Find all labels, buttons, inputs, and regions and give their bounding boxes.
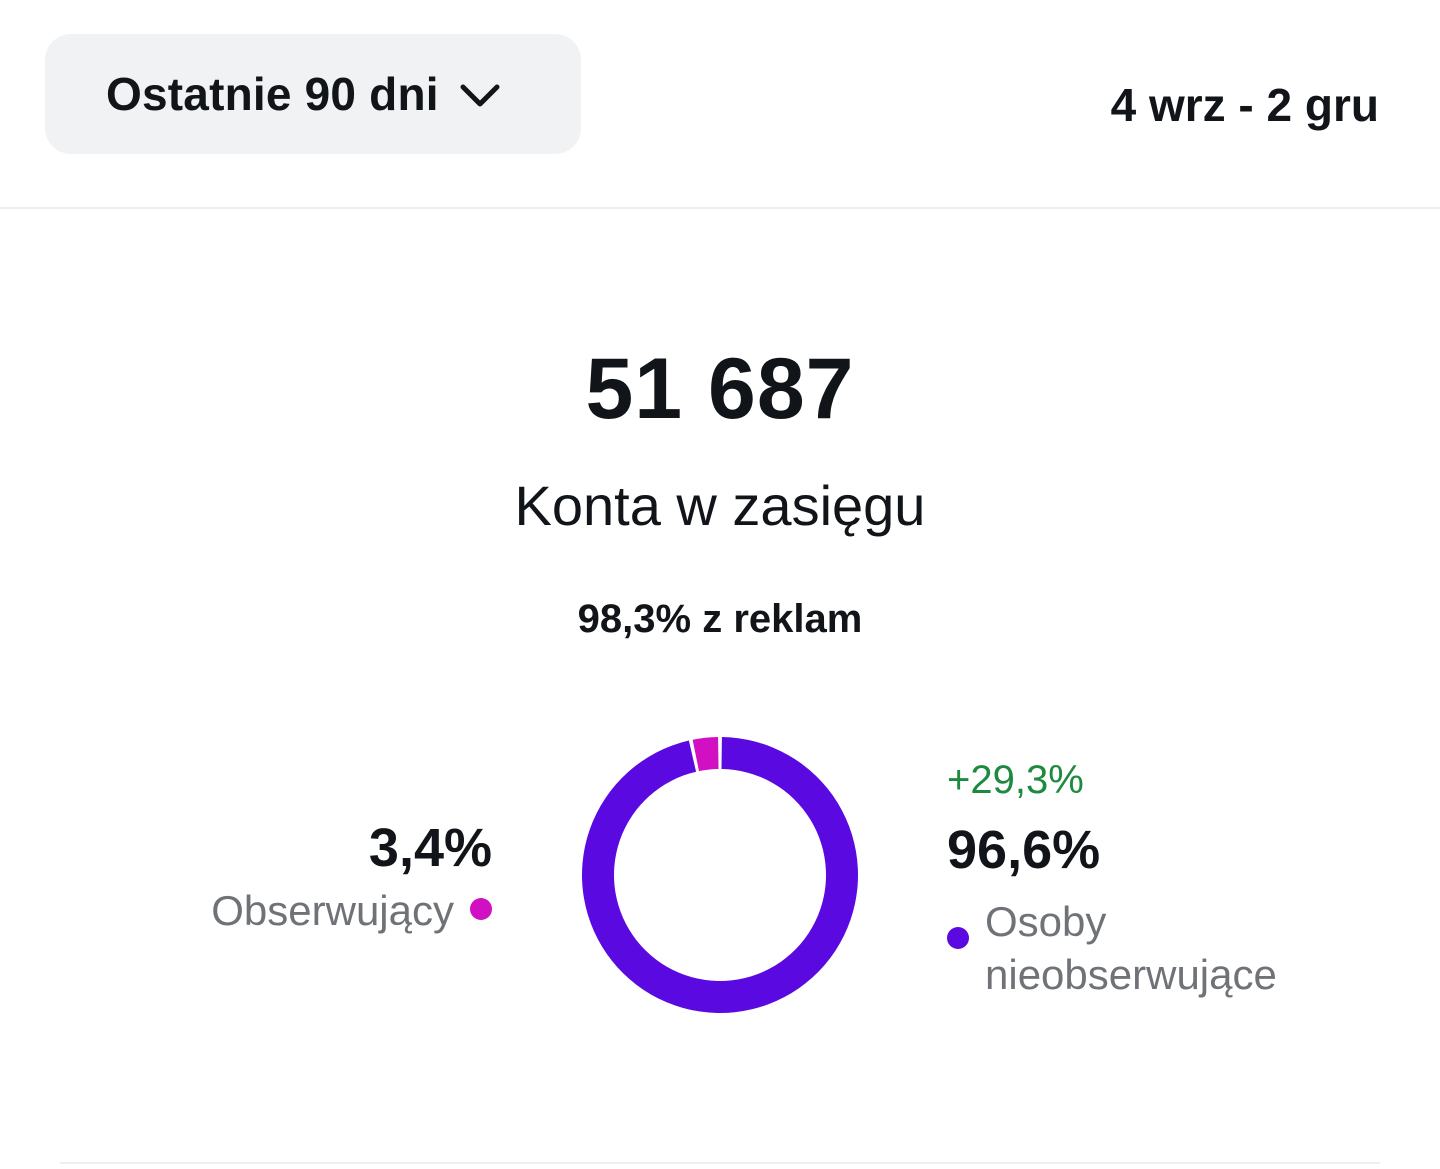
accounts-reached-value: 51 687 xyxy=(585,341,855,437)
non-followers-slice xyxy=(582,737,858,1013)
followers-label: Obserwujący xyxy=(211,887,454,934)
header-divider xyxy=(0,207,1440,209)
followers-dot xyxy=(470,898,492,920)
date-range-dropdown[interactable]: Ostatnie 90 dni xyxy=(45,34,581,154)
followers-legend: 3,4% Obserwujący xyxy=(211,815,492,939)
date-range-dropdown-label: Ostatnie 90 dni xyxy=(106,68,439,120)
section-divider xyxy=(60,1162,1380,1164)
non-followers-change: +29,3% xyxy=(947,758,1084,802)
chevron-down-icon xyxy=(460,84,500,107)
audience-donut-chart xyxy=(582,737,858,1013)
followers-percent: 3,4% xyxy=(368,818,492,878)
date-range-text: 4 wrz - 2 gru xyxy=(1110,79,1379,131)
non-followers-percent: 96,6% xyxy=(947,820,1101,880)
followers-slice xyxy=(692,737,719,772)
non-followers-label: Osoby nieobserwujące xyxy=(985,898,1277,998)
ads-share-text: 98,3% z reklam xyxy=(577,597,863,641)
accounts-reached-label: Konta w zasięgu xyxy=(514,474,926,537)
non-followers-legend: +29,3% 96,6% Osoby nieobserwujące xyxy=(947,755,1345,1001)
non-followers-dot xyxy=(947,927,969,949)
